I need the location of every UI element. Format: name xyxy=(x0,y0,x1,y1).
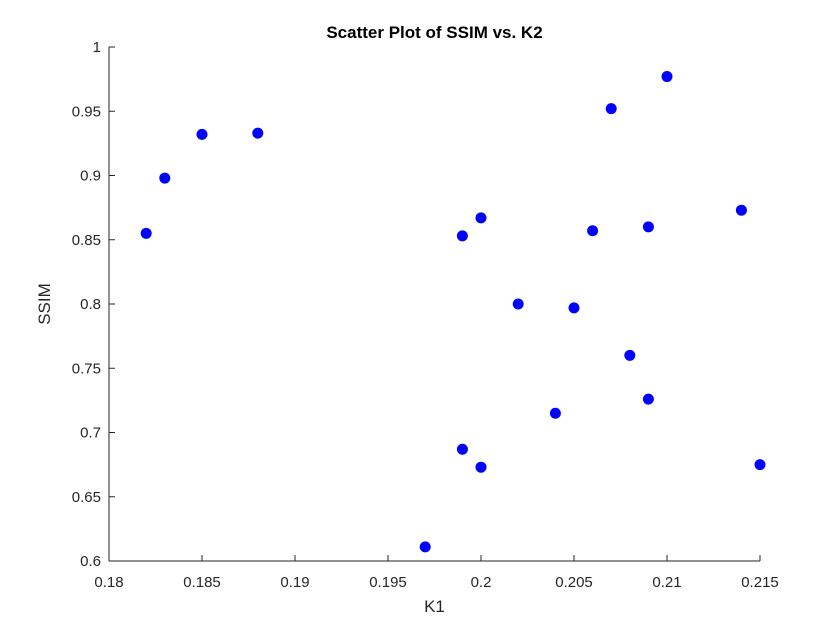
x-tick-label: 0.195 xyxy=(369,574,407,591)
axes xyxy=(108,47,760,562)
y-tick-label: 0.95 xyxy=(72,103,101,120)
y-tick-label: 0.9 xyxy=(80,168,101,185)
data-point xyxy=(512,298,524,310)
y-tick-label: 0.75 xyxy=(72,360,101,377)
data-point xyxy=(587,225,599,237)
x-tick-label: 0.18 xyxy=(94,574,123,591)
data-point xyxy=(159,172,171,184)
data-point xyxy=(140,227,152,239)
chart-title: Scatter Plot of SSIM vs. K2 xyxy=(326,23,542,42)
data-point xyxy=(419,541,431,553)
data-point xyxy=(735,204,747,216)
data-point xyxy=(605,103,617,115)
y-tick-label: 0.85 xyxy=(72,232,101,249)
x-tick-label: 0.21 xyxy=(652,574,681,591)
y-axis-label: SSIM xyxy=(35,283,54,325)
y-tick-label: 0.7 xyxy=(80,425,101,442)
x-tick-label: 0.19 xyxy=(280,574,309,591)
data-point xyxy=(475,212,487,224)
data-points xyxy=(140,71,766,553)
y-tick-label: 1 xyxy=(93,39,101,56)
x-tick-label: 0.185 xyxy=(183,574,221,591)
y-tick-label: 0.8 xyxy=(80,296,101,313)
x-tick-label: 0.2 xyxy=(471,574,492,591)
data-point xyxy=(475,461,487,473)
x-ticks: 0.18 0.185 0.19 0.195 0.2 0.205 0.21 0.215 xyxy=(94,555,779,591)
y-tick-label: 0.65 xyxy=(72,489,101,506)
y-tick-label: 0.6 xyxy=(80,553,101,570)
data-point xyxy=(549,407,561,419)
data-point xyxy=(624,349,636,361)
data-point xyxy=(642,393,654,405)
data-point xyxy=(642,221,654,233)
data-point xyxy=(456,443,468,455)
data-point xyxy=(196,128,208,140)
data-point xyxy=(568,302,580,314)
data-point xyxy=(661,71,673,83)
data-point xyxy=(754,459,766,471)
x-tick-label: 0.205 xyxy=(555,574,593,591)
x-axis-label: K1 xyxy=(424,597,445,616)
y-ticks: 0.6 0.65 0.7 0.75 0.8 0.85 0.9 0.95 1 xyxy=(72,39,115,570)
x-tick-label: 0.215 xyxy=(741,574,779,591)
data-point xyxy=(456,230,468,242)
data-point xyxy=(252,127,264,139)
